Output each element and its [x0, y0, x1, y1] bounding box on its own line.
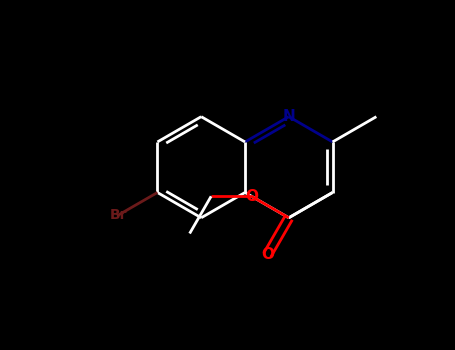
- Text: O: O: [245, 189, 258, 204]
- Text: N: N: [283, 109, 295, 124]
- Text: Br: Br: [109, 208, 127, 222]
- Text: O: O: [261, 247, 274, 262]
